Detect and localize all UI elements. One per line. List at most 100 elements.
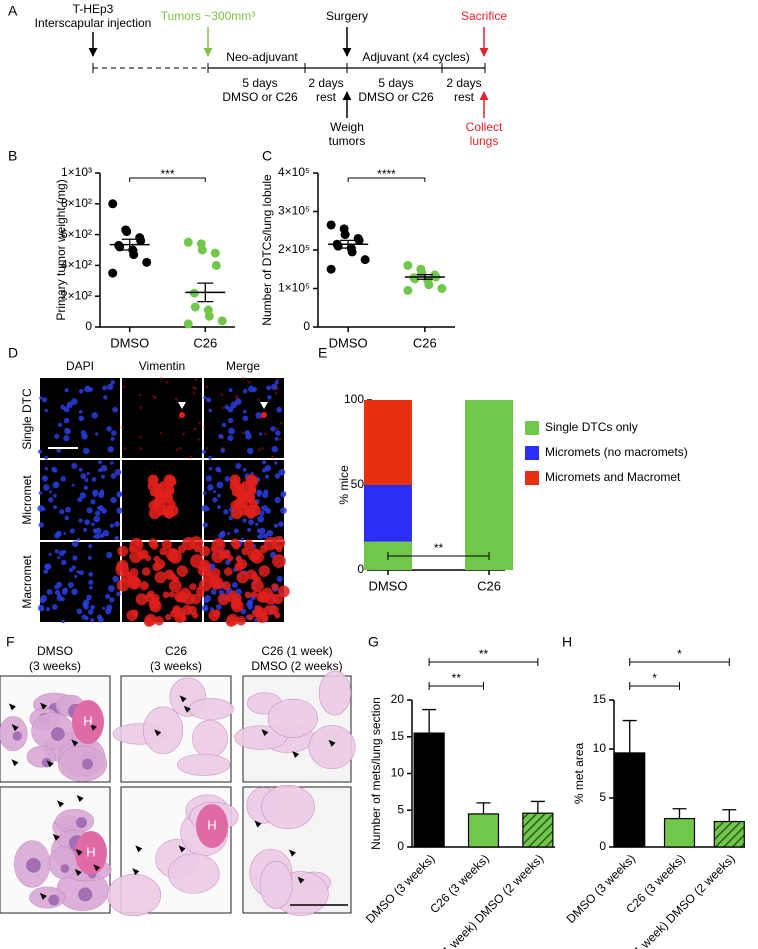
data-point bbox=[129, 250, 139, 260]
nucleus bbox=[71, 540, 79, 548]
nucleus bbox=[38, 522, 44, 528]
nucleus bbox=[206, 397, 212, 403]
nucleus bbox=[228, 515, 234, 521]
y-tick-label: 100 bbox=[344, 392, 364, 406]
lung-lobe bbox=[261, 784, 315, 830]
event-label: lungs bbox=[470, 134, 499, 148]
nucleus bbox=[260, 506, 265, 510]
data-point bbox=[204, 311, 214, 321]
column-label: (3 weeks) bbox=[150, 659, 202, 673]
nucleus bbox=[96, 614, 103, 620]
panel-letter: E bbox=[318, 345, 327, 361]
nucleus bbox=[233, 528, 240, 534]
vimentin bbox=[189, 536, 204, 550]
vimentin bbox=[217, 593, 230, 606]
nucleus bbox=[110, 436, 115, 441]
nucleus bbox=[86, 471, 90, 476]
bar bbox=[614, 752, 646, 848]
data-point bbox=[108, 268, 118, 278]
nucleus bbox=[96, 506, 101, 510]
nucleus bbox=[274, 436, 279, 441]
vimentin bbox=[181, 605, 193, 616]
vimentin bbox=[234, 483, 247, 495]
nucleus bbox=[212, 497, 218, 503]
vimentin bbox=[159, 431, 163, 435]
nucleus bbox=[71, 588, 78, 596]
nucleus bbox=[114, 535, 119, 541]
data-point bbox=[360, 255, 370, 265]
bar bbox=[413, 732, 445, 848]
nucleus bbox=[261, 468, 267, 473]
nucleus bbox=[61, 620, 65, 624]
nucleus bbox=[202, 491, 207, 495]
x-tick-label: DMSO bbox=[368, 578, 407, 593]
heart bbox=[72, 700, 104, 744]
data-point bbox=[108, 199, 118, 209]
nucleus bbox=[58, 550, 65, 557]
nucleus bbox=[79, 492, 87, 499]
vimentin bbox=[224, 567, 233, 576]
vimentin bbox=[178, 447, 182, 451]
vimentin bbox=[245, 474, 258, 487]
vimentin bbox=[250, 591, 257, 598]
nucleus bbox=[270, 426, 276, 432]
arrowhead bbox=[297, 876, 305, 884]
micrograph bbox=[201, 459, 287, 542]
vimentin bbox=[263, 605, 275, 616]
nucleus bbox=[208, 466, 213, 471]
vimentin bbox=[261, 587, 274, 600]
arrowhead bbox=[76, 795, 84, 803]
vimentin bbox=[168, 579, 182, 593]
arrowhead bbox=[93, 864, 101, 872]
nucleus bbox=[64, 388, 69, 393]
arrowhead bbox=[254, 820, 262, 828]
legend-swatch bbox=[525, 471, 539, 485]
nucleus bbox=[70, 398, 78, 405]
event-label: Interscapular injection bbox=[35, 16, 152, 30]
nucleus bbox=[208, 408, 213, 413]
lung-lobe bbox=[192, 719, 228, 758]
nucleus bbox=[242, 388, 248, 394]
vimentin bbox=[148, 507, 161, 520]
nucleus bbox=[276, 575, 283, 583]
nucleus bbox=[247, 527, 252, 532]
x-tick-label: C26 bbox=[193, 335, 217, 350]
vimentin bbox=[192, 385, 196, 389]
data-point bbox=[142, 257, 152, 267]
nucleus bbox=[95, 432, 99, 436]
vimentin bbox=[264, 432, 268, 436]
data-point bbox=[403, 285, 413, 295]
data-point bbox=[354, 235, 364, 245]
error-bar bbox=[672, 808, 687, 819]
vimentin bbox=[221, 581, 231, 591]
nucleus bbox=[235, 462, 242, 470]
nucleus bbox=[215, 604, 222, 610]
y-axis-label: % met area bbox=[572, 742, 586, 804]
nucleus bbox=[63, 417, 70, 424]
nucleus bbox=[227, 532, 231, 536]
vimentin bbox=[159, 376, 163, 380]
nucleus bbox=[74, 575, 78, 579]
nucleus bbox=[100, 474, 105, 479]
y-tick-label: 20 bbox=[391, 692, 405, 706]
nucleus bbox=[116, 507, 123, 514]
segment-label: rest bbox=[316, 90, 337, 104]
nucleus bbox=[43, 484, 50, 491]
vimentin bbox=[236, 396, 240, 400]
micrograph-bg bbox=[122, 378, 202, 458]
bar-segment bbox=[363, 400, 412, 485]
vimentin bbox=[129, 568, 139, 578]
nucleus bbox=[57, 593, 62, 598]
metastasis bbox=[12, 731, 22, 741]
nucleus bbox=[83, 527, 88, 532]
data-point bbox=[189, 288, 199, 298]
panel-letter: H bbox=[562, 634, 572, 650]
vimentin bbox=[152, 498, 161, 507]
significance-label: ** bbox=[479, 647, 489, 661]
micrograph bbox=[122, 460, 202, 540]
nucleus bbox=[42, 397, 48, 403]
nucleus bbox=[41, 475, 49, 482]
nucleus bbox=[56, 556, 61, 560]
vimentin bbox=[154, 396, 158, 400]
nucleus bbox=[235, 588, 242, 596]
